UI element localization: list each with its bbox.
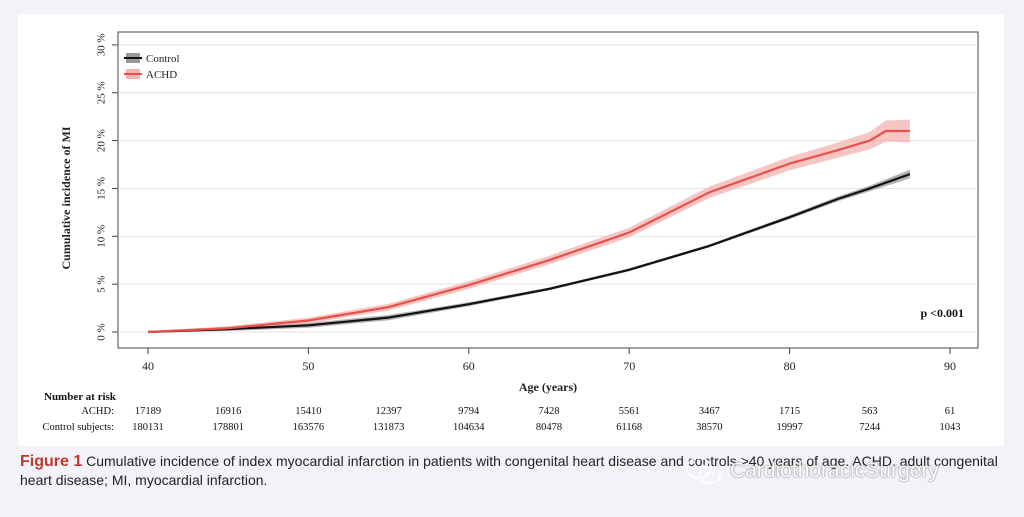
x-axis-label: Age (years) (519, 380, 577, 394)
risk-value: 16916 (215, 406, 241, 417)
risk-row-label: Control subjects: (43, 422, 115, 433)
x-tick-label: 90 (944, 359, 956, 373)
figure-label: Figure 1 (20, 453, 83, 470)
risk-value: 563 (862, 406, 878, 417)
y-tick-label: 10 % (96, 225, 108, 248)
y-tick-label: 30 % (96, 33, 108, 56)
figure-panel: 0 % 5 % 10 % 15 % 20 % 25 % 30 % 40 50 60 70 80 90 Cu… (18, 14, 1004, 446)
confidence-band-achd (148, 119, 910, 332)
series-line-control (147, 173, 911, 334)
series-line-achd (147, 129, 910, 334)
p-value-annotation: p <0.001 (920, 306, 964, 320)
confidence-band-control (148, 169, 910, 332)
risk-value: 178801 (212, 422, 244, 433)
risk-value: 61 (945, 406, 956, 417)
chart: 0 % 5 % 10 % 15 % 20 % 25 % 30 % 40 50 60 70 80 90 Cu… (43, 31, 979, 433)
risk-value: 7428 (539, 406, 560, 417)
risk-value: 104634 (453, 422, 485, 433)
y-tick-label: 15 % (96, 177, 108, 200)
watermark-text: CardiothoracicSurgery (730, 459, 939, 482)
legend-label: ACHD (146, 69, 177, 81)
y-tick-label: 20 % (96, 129, 108, 152)
y-tick-label: 0 % (96, 323, 108, 340)
figure-caption: Figure 1 Cumulative incidence of index m… (20, 452, 1000, 490)
risk-value: 19997 (776, 422, 802, 433)
risk-value: 131873 (373, 422, 405, 433)
y-tick-label: 5 % (96, 275, 108, 292)
wechat-icon (686, 457, 721, 484)
x-tick-label: 80 (784, 359, 796, 373)
number-at-risk-title: Number at risk (44, 391, 117, 403)
x-tick-label: 60 (463, 359, 475, 373)
x-tick-label: 70 (623, 359, 635, 373)
plot-frame (117, 31, 979, 349)
risk-value: 163576 (293, 422, 325, 433)
y-tick-label: 25 % (96, 81, 108, 104)
risk-value: 80478 (536, 422, 562, 433)
risk-value: 5561 (619, 406, 640, 417)
y-axis-label: Cumulative incidence of MI (59, 126, 73, 269)
watermark: CardiothoracicSurgery (684, 454, 939, 488)
risk-value: 38570 (696, 422, 722, 433)
risk-row-label: ACHD: (81, 406, 114, 417)
risk-value: 1715 (779, 406, 800, 417)
x-tick-label: 50 (302, 359, 314, 373)
risk-value: 12397 (375, 406, 401, 417)
x-tick-label: 40 (142, 359, 154, 373)
risk-value: 61168 (616, 422, 642, 433)
risk-value: 180131 (132, 422, 164, 433)
risk-value: 9794 (458, 406, 480, 417)
risk-value: 17189 (135, 406, 161, 417)
caption-text: Cumulative incidence of index myocardial… (20, 453, 998, 488)
risk-value: 3467 (699, 406, 720, 417)
risk-value: 7244 (859, 422, 881, 433)
risk-value: 15410 (295, 406, 321, 417)
risk-value: 1043 (940, 422, 961, 433)
legend-label: Control (146, 53, 180, 65)
